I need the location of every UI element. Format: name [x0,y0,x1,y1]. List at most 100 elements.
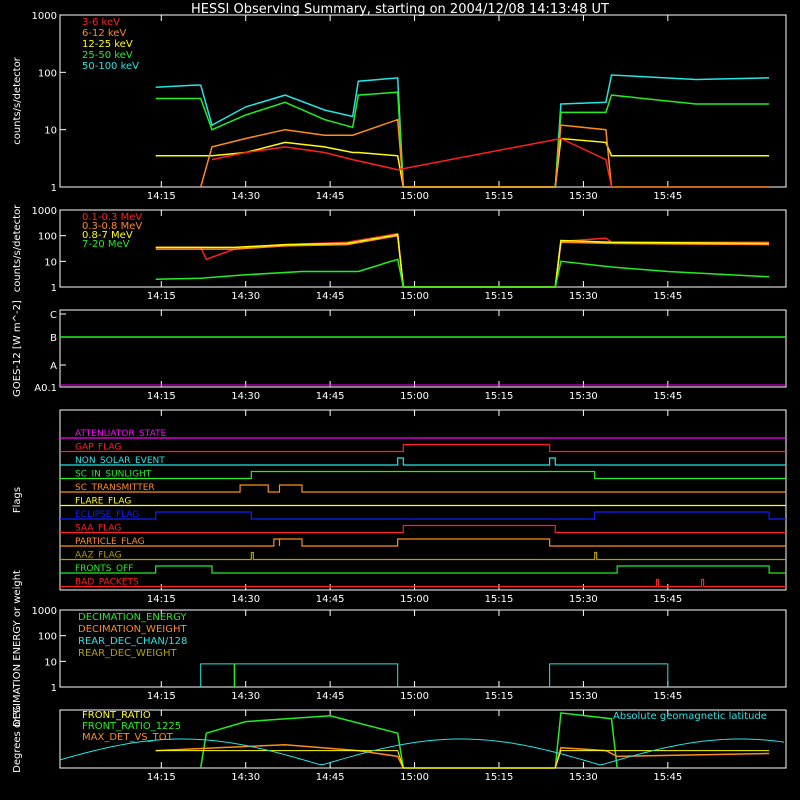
legend-entry: 7-20 MeV [82,239,130,250]
geomagnetic-latitude-line [59,738,785,766]
flag-line [60,578,786,588]
legend-entry: FRONT_RATIO [82,710,151,721]
flag-line [60,511,786,520]
x-tick-label: 14:15 [147,772,176,783]
y-axis-label: DECIMATION ENERGY or weight [12,570,23,727]
x-tick-label: 15:30 [569,391,598,402]
x-tick-label: 15:15 [485,594,514,605]
x-tick-label: 15:15 [485,291,514,302]
x-tick-label: 15:00 [400,391,429,402]
series-line [155,91,770,188]
y-tick-label: 100 [38,632,57,643]
x-tick-label: 14:30 [231,772,260,783]
y-tick-label: 1 [51,683,57,694]
series-line [155,232,770,288]
flag-label: FRONTS_OFF [75,564,133,574]
x-tick-label: 15:00 [400,772,429,783]
y-tick-label: 1 [51,283,57,294]
y-axis-label: GOES-12 [W m^-2] [12,300,23,397]
y-tick-label: 1000 [32,11,57,22]
x-tick-label: 15:45 [653,594,682,605]
x-tick-label: 15:45 [653,391,682,402]
x-tick-label: 14:15 [147,291,176,302]
x-tick-label: 15:30 [569,594,598,605]
y-tick-label: 10 [44,657,57,668]
x-tick-label: 14:45 [316,291,345,302]
y-axis-label: Flags [12,487,23,513]
flag-label: ATTENUATOR_STATE [75,429,167,439]
flag-line [60,457,786,466]
flag-line [60,443,786,453]
flag-label: BAD_PACKETS [75,578,139,588]
series-line [199,118,770,188]
flag-label: NON_SOLAR_EVENT [75,456,165,466]
plot-frame [59,14,787,188]
x-tick-label: 15:45 [653,772,682,783]
plot-frame [59,309,787,388]
flag-line [60,551,786,561]
flag-label: AAZ_FLAG [75,551,122,561]
series-line [155,74,770,188]
x-tick-label: 15:30 [569,772,598,783]
flag-label: SC_TRANSMITTER [75,483,155,493]
y-tick-label: 1000 [32,206,57,217]
geomagnetic-annotation: Absolute geomagnetic latitude [613,711,767,722]
x-tick-label: 15:00 [400,594,429,605]
series-line [155,258,770,288]
legend-entry: 50-100 keV [82,61,139,72]
x-tick-label: 14:30 [231,291,260,302]
y-axis-label: Degrees or % [12,705,23,773]
x-tick-label: 15:30 [569,691,598,702]
y-tick-label: 10 [44,126,57,137]
legend-entry: 6-12 keV [82,28,126,39]
flag-label: PARTICLE_FLAG [75,537,145,547]
front-ratio-1225-line [199,712,618,769]
max-det-vs-tot-line [155,744,770,769]
x-tick-label: 14:15 [147,594,176,605]
x-tick-label: 14:15 [147,191,176,202]
x-tick-label: 15:30 [569,191,598,202]
flag-line [60,524,786,534]
x-tick-label: 15:45 [653,191,682,202]
x-tick-label: 15:00 [400,291,429,302]
flag-line [60,565,786,574]
x-tick-label: 15:00 [400,691,429,702]
panel-flags: 14:15 14:30 14:45 15:00 15:15 15:30 15:45 Flags… [12,409,787,605]
x-tick-label: 14:30 [231,594,260,605]
y-axis-label: counts/s/detector [12,56,23,144]
y-axis-label: counts/s/detector [12,204,23,292]
x-tick-label: 14:15 [147,691,176,702]
x-tick-label: 14:45 [316,391,345,402]
legend-entry: 0.8-7 MeV [82,230,133,241]
x-tick-label: 15:15 [485,191,514,202]
legend-entry: REAR_DEC_WEIGHT [78,648,177,659]
x-tick-label: 14:30 [231,191,260,202]
x-tick-label: 14:30 [231,691,260,702]
y-tick-label: A0.1 [34,383,57,394]
x-tick-label: 14:45 [316,594,345,605]
flag-label: GAP_FLAG [75,443,121,453]
legend-entry: 3-6 keV [82,17,120,28]
x-tick-label: 15:45 [653,691,682,702]
legend-entry: 25-50 keV [82,50,133,61]
x-tick-label: 15:15 [485,772,514,783]
x-tick-label: 15:30 [569,291,598,302]
panel-gamma: 14:15 14:30 14:45 15:00 15:15 15:30 15:45 1 10 10… [12,204,787,302]
x-tick-label: 15:45 [653,291,682,302]
plot-frame [59,409,787,591]
flag-label: SC_IN_SUNLIGHT [75,470,152,480]
flag-label: FLARE_FLAG [75,497,131,507]
y-tick-label: B [50,333,57,344]
rear-dec-line [549,663,669,687]
x-tick-label: 15:15 [485,691,514,702]
rear-dec-line [200,663,399,687]
y-tick-label: 1 [51,183,57,194]
y-tick-label: C [50,310,57,321]
legend-entry: 0.1-0.3 MeV [82,212,142,223]
flag-label: SAA_FLAG [75,524,121,534]
front-ratio-line [155,750,770,769]
y-tick-label: A [50,361,57,372]
panel-hxr: 14:15 14:30 14:45 15:00 15:15 15:30 15:45 1 10 10… [12,11,787,202]
x-tick-label: 15:00 [400,191,429,202]
